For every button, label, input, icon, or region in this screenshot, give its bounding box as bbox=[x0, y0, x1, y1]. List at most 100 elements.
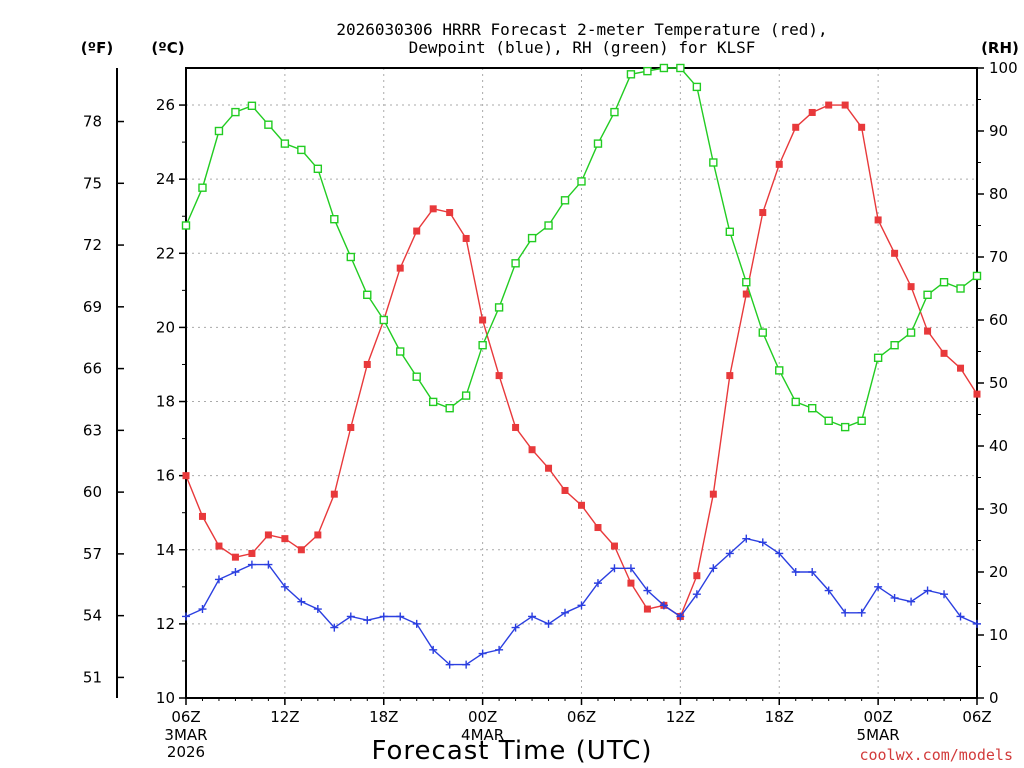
data-point bbox=[693, 572, 701, 580]
data-point bbox=[280, 582, 289, 591]
fahrenheit-tick-label: 60 bbox=[83, 483, 102, 501]
data-point bbox=[808, 568, 817, 576]
fahrenheit-tick-label: 69 bbox=[83, 298, 102, 316]
data-point bbox=[462, 234, 470, 242]
data-point bbox=[198, 512, 206, 520]
rh-tick-label: 90 bbox=[989, 122, 1008, 140]
data-point bbox=[956, 612, 965, 621]
data-point bbox=[840, 422, 850, 432]
data-point bbox=[413, 227, 421, 235]
chart-title-line-2: Dewpoint (blue), RH (green) for KLSF bbox=[409, 38, 756, 57]
data-point bbox=[330, 214, 339, 224]
fahrenheit-tick-label: 57 bbox=[83, 545, 102, 563]
data-point bbox=[215, 542, 223, 550]
data-point bbox=[561, 486, 569, 494]
rh-tick-label: 30 bbox=[989, 500, 1008, 518]
series-2 bbox=[181, 63, 982, 432]
data-point bbox=[924, 327, 932, 335]
data-point bbox=[527, 233, 537, 243]
data-point bbox=[825, 101, 833, 109]
data-point bbox=[363, 360, 371, 368]
data-point bbox=[247, 560, 256, 569]
x-tick-date-label: 2026 bbox=[167, 743, 205, 761]
x-tick-label: 06Z bbox=[962, 708, 991, 726]
rh-axis-unit: (RH) bbox=[981, 39, 1019, 57]
data-point bbox=[495, 645, 504, 654]
x-tick-date-label: 5MAR bbox=[857, 726, 900, 744]
data-point bbox=[528, 446, 536, 454]
data-point bbox=[906, 328, 916, 337]
fahrenheit-tick-label: 54 bbox=[83, 607, 102, 625]
data-point bbox=[445, 660, 454, 669]
data-point bbox=[692, 82, 702, 92]
data-point bbox=[264, 531, 272, 539]
rh-tick-label: 0 bbox=[989, 689, 999, 707]
data-point bbox=[709, 158, 718, 167]
data-point bbox=[808, 108, 816, 116]
data-point bbox=[742, 278, 751, 287]
data-point bbox=[494, 303, 504, 312]
data-point bbox=[659, 63, 669, 73]
data-point bbox=[577, 177, 586, 186]
x-tick-label: 12Z bbox=[666, 708, 695, 726]
data-point bbox=[297, 145, 306, 155]
data-point bbox=[626, 564, 635, 573]
x-tick-label: 06Z bbox=[567, 708, 596, 726]
data-point bbox=[528, 612, 537, 621]
data-point bbox=[923, 290, 932, 299]
fahrenheit-tick-label: 63 bbox=[83, 421, 102, 439]
data-point bbox=[314, 531, 322, 539]
data-point bbox=[857, 416, 866, 425]
data-point bbox=[627, 579, 635, 587]
credit-text: coolwx.com/models bbox=[859, 746, 1013, 764]
data-point bbox=[725, 549, 734, 558]
fahrenheit-axis-unit: (ºF) bbox=[81, 39, 113, 57]
data-point bbox=[297, 597, 306, 606]
data-point bbox=[791, 568, 800, 576]
data-point bbox=[577, 601, 586, 610]
celsius-tick-label: 12 bbox=[156, 615, 175, 633]
data-point bbox=[512, 423, 520, 431]
data-point bbox=[610, 542, 618, 550]
data-point bbox=[429, 645, 438, 654]
data-point bbox=[445, 404, 454, 413]
data-point bbox=[231, 107, 240, 117]
fahrenheit-tick-label: 66 bbox=[83, 360, 102, 378]
data-point bbox=[446, 209, 454, 217]
data-series bbox=[181, 63, 982, 669]
series-1 bbox=[182, 534, 981, 669]
data-point bbox=[280, 139, 290, 148]
data-point bbox=[560, 196, 570, 205]
rh-tick-label: 80 bbox=[989, 185, 1008, 203]
data-point bbox=[643, 586, 652, 595]
data-point bbox=[264, 560, 273, 569]
data-point bbox=[231, 568, 240, 576]
data-point bbox=[709, 564, 718, 573]
data-point bbox=[874, 582, 883, 591]
data-point bbox=[890, 341, 899, 350]
data-point bbox=[412, 619, 421, 628]
data-point bbox=[346, 612, 355, 621]
x-tick-label: 18Z bbox=[765, 708, 794, 726]
data-point bbox=[626, 70, 636, 79]
data-point bbox=[396, 347, 405, 356]
data-point bbox=[824, 416, 833, 425]
x-tick-label: 06Z bbox=[171, 708, 200, 726]
data-point bbox=[461, 391, 471, 400]
data-point bbox=[792, 123, 800, 131]
celsius-tick-label: 24 bbox=[156, 170, 175, 188]
data-point bbox=[758, 328, 767, 337]
celsius-axis-unit: (ºC) bbox=[151, 39, 184, 57]
data-point bbox=[214, 126, 224, 136]
data-point bbox=[428, 397, 438, 407]
data-point bbox=[841, 608, 850, 617]
fahrenheit-tick-label: 72 bbox=[83, 236, 102, 254]
data-point bbox=[181, 221, 191, 230]
chart-title-line-1: 2026030306 HRRR Forecast 2-meter Tempera… bbox=[336, 20, 827, 39]
rh-tick-label: 40 bbox=[989, 437, 1008, 455]
data-point bbox=[511, 259, 520, 268]
data-point bbox=[544, 221, 553, 230]
celsius-tick-label: 10 bbox=[156, 689, 175, 707]
data-point bbox=[544, 619, 553, 628]
data-point bbox=[775, 366, 784, 375]
